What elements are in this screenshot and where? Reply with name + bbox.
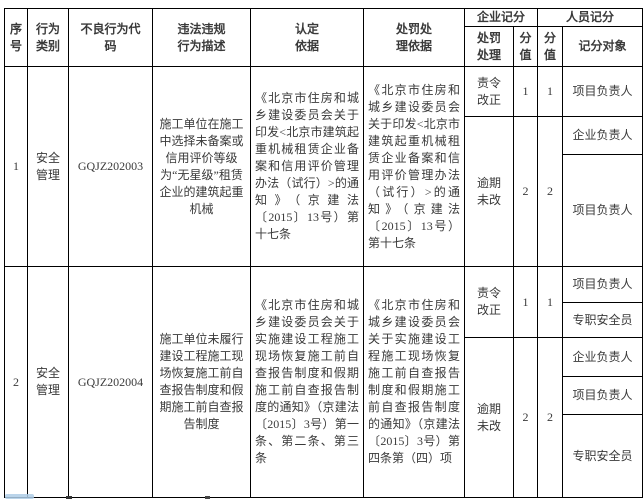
header-basis: 认定 依据 bbox=[250, 8, 364, 67]
cell-basis: 《北京市住房和城乡建设委员会关于实施建设工程施工现场恢复施工前自查报告制度和假期… bbox=[250, 266, 364, 498]
cell-code: GQJZ202004 bbox=[68, 266, 153, 498]
scan-artifact-dot bbox=[66, 496, 72, 499]
cell-score-target: 专职安全员 bbox=[562, 302, 643, 338]
header-penalty-action: 处罚 处理 bbox=[464, 26, 514, 67]
scan-artifact-blue bbox=[5, 494, 34, 499]
cell-score-target: 项目负责人 bbox=[562, 376, 643, 415]
cell-penalty-basis: 《北京市住房和城乡建设委员会关于实施建设工程施工现场恢复施工前自查报告制度和假期… bbox=[363, 266, 465, 498]
header-personnel-points: 分 值 bbox=[537, 26, 563, 67]
cell-enterprise-score: 2 bbox=[513, 116, 538, 267]
cell-penalty-basis: 《北京市住房和城乡建设委员会关于印发<北京市建筑起重机械租赁企业备案和信用评价管… bbox=[363, 66, 465, 267]
cell-enterprise-score: 1 bbox=[513, 266, 538, 338]
cell-serial: 2 bbox=[4, 266, 28, 498]
header-score-target: 记分对象 bbox=[562, 26, 643, 67]
cell-penalty-action: 逾期 未改 bbox=[464, 337, 514, 498]
cell-score-target: 企业负责人 bbox=[562, 337, 643, 377]
header-enterprise-points: 分 值 bbox=[513, 26, 538, 67]
cell-score-target: 项目负责人 bbox=[562, 266, 643, 303]
cell-basis: 《北京市住房和城乡建设委员会关于印发<北京市建筑起重机械租赁企业备案和信用评价管… bbox=[250, 66, 364, 267]
cell-personnel-score: 2 bbox=[537, 337, 563, 498]
header-description: 违法违规 行为描述 bbox=[152, 8, 251, 67]
header-category: 行为 类别 bbox=[27, 8, 69, 67]
cell-enterprise-score: 1 bbox=[513, 66, 538, 117]
cell-score-target: 项目负责人 bbox=[562, 154, 643, 267]
cell-description: 施工单位在施工中选择未备案或信用评价等级为“无星级”租赁企业的建筑起重机械 bbox=[152, 66, 251, 267]
cell-personnel-score: 2 bbox=[537, 116, 563, 267]
cell-penalty-action: 责令 改正 bbox=[464, 66, 514, 117]
cell-serial: 1 bbox=[4, 66, 28, 267]
cell-description: 施工单位未履行建设工程施工现场恢复施工前自查报告制度和假期施工前自查报告制度 bbox=[152, 266, 251, 498]
cell-score-target: 项目负责人 bbox=[562, 66, 643, 117]
scan-artifact-dot bbox=[205, 496, 210, 499]
cell-score-target: 专职安全员 bbox=[562, 414, 643, 498]
cell-score-target: 企业负责人 bbox=[562, 116, 643, 155]
header-group-enterprise-score: 企业记分 bbox=[464, 8, 538, 27]
cell-category: 安全 管理 bbox=[27, 66, 69, 267]
cell-penalty-action: 责令 改正 bbox=[464, 266, 514, 338]
header-penalty-basis: 处罚处 理依据 bbox=[363, 8, 465, 67]
penalty-score-table: 序 号 行为 类别 不良行为代 码 违法违规 行为描述 认定 依据 处罚处 理依… bbox=[4, 8, 643, 498]
header-serial: 序 号 bbox=[4, 8, 28, 67]
cell-personnel-score: 1 bbox=[537, 66, 563, 117]
cell-penalty-action: 逾期 未改 bbox=[464, 116, 514, 267]
cell-enterprise-score: 2 bbox=[513, 337, 538, 498]
cell-personnel-score: 1 bbox=[537, 266, 563, 338]
cell-code: GQJZ202003 bbox=[68, 66, 153, 267]
header-code: 不良行为代 码 bbox=[68, 8, 153, 67]
cell-category: 安全 管理 bbox=[27, 266, 69, 498]
header-group-personnel-score: 人员记分 bbox=[537, 8, 643, 27]
